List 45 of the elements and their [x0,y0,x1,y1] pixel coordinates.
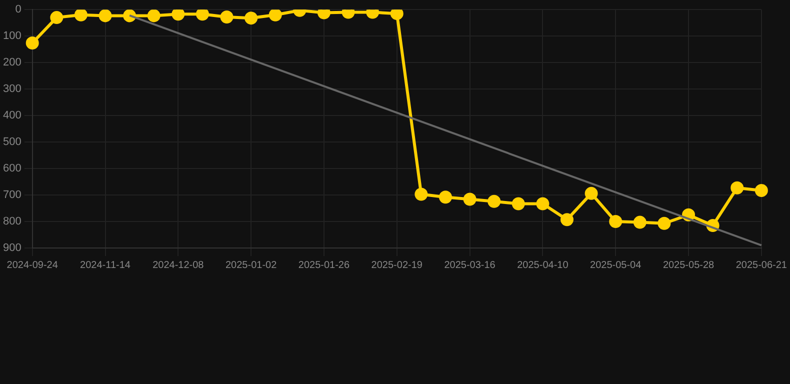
point [390,10,404,20]
y-tick-label: 400 [2,110,22,122]
point [584,186,598,200]
point [244,12,258,25]
point [560,213,574,226]
point [50,11,64,24]
x-tick-label: 2025-01-02 [225,260,278,271]
x-tick-label: 2025-03-16 [444,260,496,271]
point [147,10,160,22]
y-tick-label: 700 [2,189,22,202]
point [317,10,330,20]
x-tick-label: 2024-09-24 [6,260,58,271]
point [220,10,234,24]
point [98,10,112,22]
x-tick-label: 2024-11-14 [80,260,131,271]
x-tick-label: 2025-02-19 [371,260,423,271]
y-tick-label: 500 [2,136,22,148]
y-tick-label: 200 [2,56,22,69]
x-tick-label: 2025-01-26 [298,260,350,271]
y-tick-label: 100 [2,30,22,42]
y-tick-label: 900 [2,242,22,254]
point [488,194,501,208]
point [512,197,525,210]
point [463,192,476,206]
x-tick-label: 2025-05-04 [590,260,642,271]
y-tick-label: 800 [2,216,22,228]
point [609,215,622,228]
point [536,197,550,210]
x-tick-label: 2025-06-21 [736,260,788,271]
y-tick-label: 300 [2,83,22,96]
y-tick-label: 600 [2,162,22,175]
point [414,188,428,201]
point [196,10,209,21]
y-tick-label: 0 [15,4,22,16]
point [754,184,768,198]
point [268,10,282,22]
point [633,216,646,229]
point [730,181,744,194]
point [658,216,671,230]
x-tick-label: 2025-05-28 [662,260,715,271]
point [438,190,452,204]
x-tick-label: 2024-12-08 [152,260,204,271]
point [172,10,185,21]
point [74,10,88,22]
x-tick-label: 2025-04-10 [517,260,569,271]
